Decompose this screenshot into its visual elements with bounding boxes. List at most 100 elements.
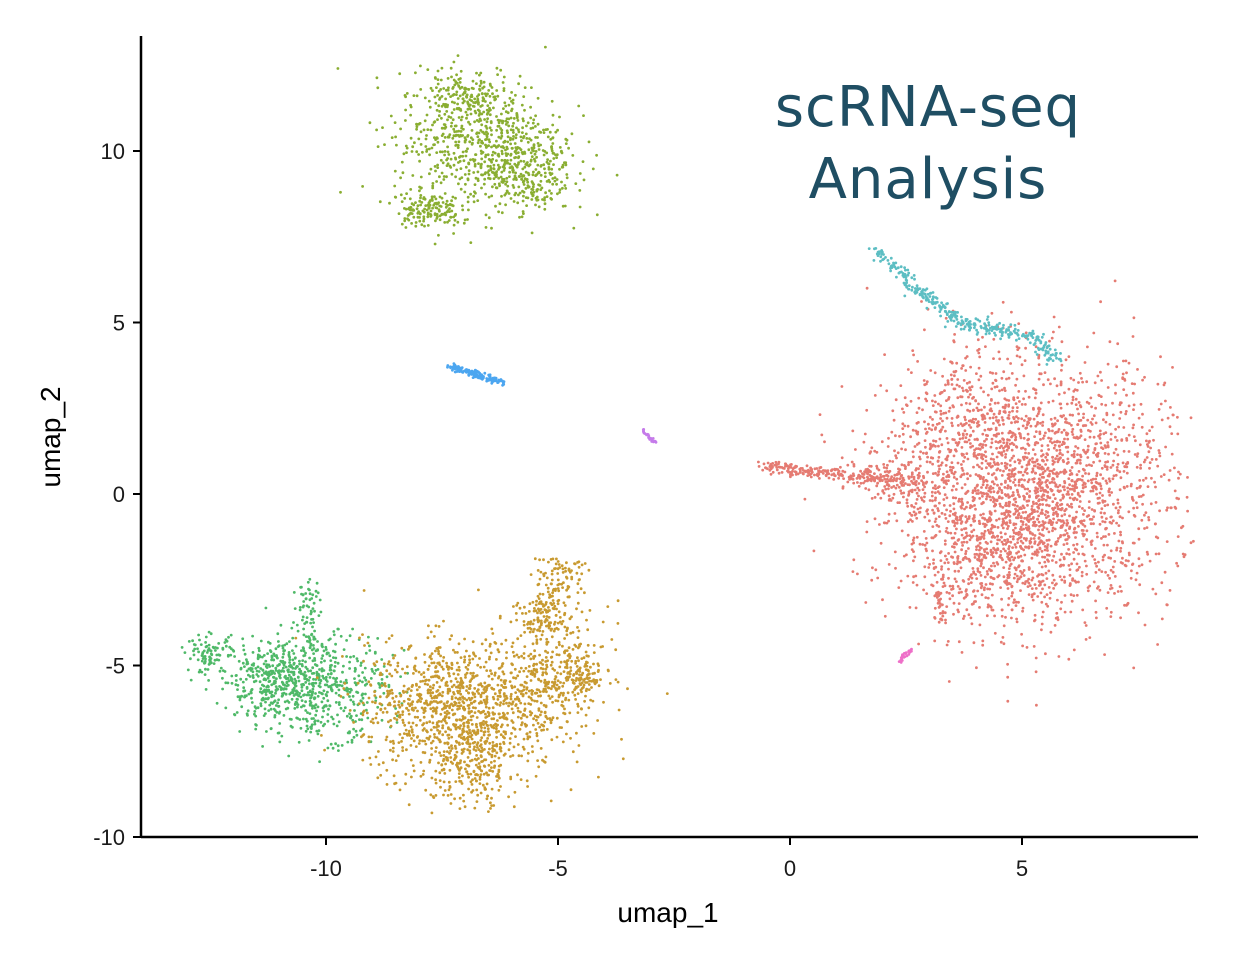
data-point bbox=[976, 420, 980, 424]
data-point bbox=[441, 161, 445, 165]
data-point bbox=[846, 480, 850, 484]
data-point bbox=[1137, 416, 1141, 420]
data-point bbox=[959, 475, 963, 479]
data-point bbox=[545, 151, 549, 155]
data-point bbox=[1084, 624, 1088, 627]
data-point bbox=[1044, 564, 1048, 568]
data-point bbox=[1080, 478, 1084, 482]
data-point bbox=[972, 322, 976, 325]
data-point bbox=[404, 119, 407, 122]
data-point bbox=[1020, 572, 1024, 575]
data-point bbox=[1109, 568, 1113, 572]
data-point bbox=[431, 123, 434, 127]
data-point bbox=[477, 120, 481, 123]
data-point bbox=[1014, 568, 1018, 572]
data-point bbox=[516, 119, 520, 122]
data-point bbox=[558, 167, 561, 171]
data-point bbox=[947, 409, 951, 413]
data-point bbox=[645, 433, 648, 437]
data-point bbox=[542, 163, 546, 167]
data-point bbox=[1001, 418, 1005, 422]
data-point bbox=[538, 130, 541, 134]
data-point bbox=[910, 490, 914, 494]
data-point bbox=[1118, 488, 1122, 492]
data-point bbox=[1064, 420, 1067, 424]
data-point bbox=[436, 82, 440, 86]
data-point bbox=[395, 143, 398, 147]
data-point bbox=[984, 540, 988, 544]
data-point bbox=[1142, 460, 1146, 464]
data-point bbox=[993, 631, 997, 635]
data-point bbox=[1102, 432, 1106, 436]
data-point bbox=[291, 649, 294, 652]
data-point bbox=[1076, 446, 1080, 450]
data-point bbox=[934, 533, 938, 537]
data-point bbox=[841, 469, 845, 473]
data-point bbox=[852, 474, 856, 477]
data-point bbox=[1046, 543, 1050, 546]
data-point bbox=[873, 394, 877, 397]
data-point bbox=[1137, 495, 1141, 498]
data-point bbox=[1065, 402, 1069, 406]
data-point bbox=[802, 472, 805, 476]
data-point bbox=[895, 519, 899, 523]
data-point bbox=[943, 513, 947, 516]
data-point bbox=[1048, 339, 1051, 343]
data-point bbox=[983, 556, 987, 559]
data-point bbox=[948, 514, 952, 518]
data-point bbox=[532, 149, 535, 153]
data-point bbox=[1060, 368, 1063, 372]
data-point bbox=[1057, 537, 1060, 540]
data-point bbox=[1068, 487, 1072, 491]
data-point bbox=[495, 66, 499, 70]
data-point bbox=[1081, 380, 1084, 384]
data-point bbox=[1063, 594, 1067, 597]
data-point bbox=[1012, 454, 1015, 458]
data-point bbox=[1005, 398, 1008, 402]
data-point bbox=[1085, 464, 1088, 467]
data-point bbox=[1017, 337, 1021, 340]
data-point bbox=[1105, 468, 1109, 471]
data-point bbox=[857, 475, 860, 478]
data-point bbox=[1010, 616, 1013, 620]
data-point bbox=[492, 167, 496, 171]
data-point bbox=[466, 147, 469, 151]
data-point bbox=[925, 460, 929, 464]
data-point bbox=[1137, 611, 1140, 615]
data-point bbox=[1032, 520, 1035, 524]
data-point bbox=[896, 451, 900, 455]
data-point bbox=[885, 477, 889, 481]
data-point bbox=[1043, 555, 1047, 559]
data-point bbox=[1087, 402, 1091, 405]
data-point bbox=[991, 381, 995, 385]
data-point bbox=[977, 378, 981, 382]
data-point bbox=[947, 397, 950, 401]
data-point bbox=[428, 153, 431, 157]
data-point bbox=[1122, 388, 1126, 391]
data-point bbox=[449, 365, 453, 369]
data-point bbox=[1050, 489, 1054, 492]
data-point bbox=[1058, 440, 1062, 444]
data-point bbox=[950, 378, 954, 381]
data-point bbox=[1062, 557, 1066, 561]
data-point bbox=[1015, 338, 1018, 342]
data-point bbox=[1012, 443, 1016, 446]
data-point bbox=[908, 606, 912, 609]
data-point bbox=[887, 487, 890, 491]
data-point bbox=[546, 158, 549, 162]
data-point bbox=[938, 604, 942, 608]
data-point bbox=[506, 140, 510, 144]
data-point bbox=[975, 328, 978, 332]
data-point bbox=[1180, 526, 1183, 530]
data-point bbox=[1067, 564, 1071, 567]
data-point bbox=[459, 77, 462, 80]
data-point bbox=[404, 207, 408, 211]
data-point bbox=[910, 649, 913, 653]
data-point bbox=[980, 593, 984, 597]
data-point bbox=[1007, 513, 1010, 517]
data-point bbox=[960, 533, 964, 537]
data-point bbox=[479, 81, 483, 85]
data-point bbox=[549, 173, 553, 177]
data-point bbox=[455, 73, 458, 77]
data-point bbox=[577, 104, 581, 108]
